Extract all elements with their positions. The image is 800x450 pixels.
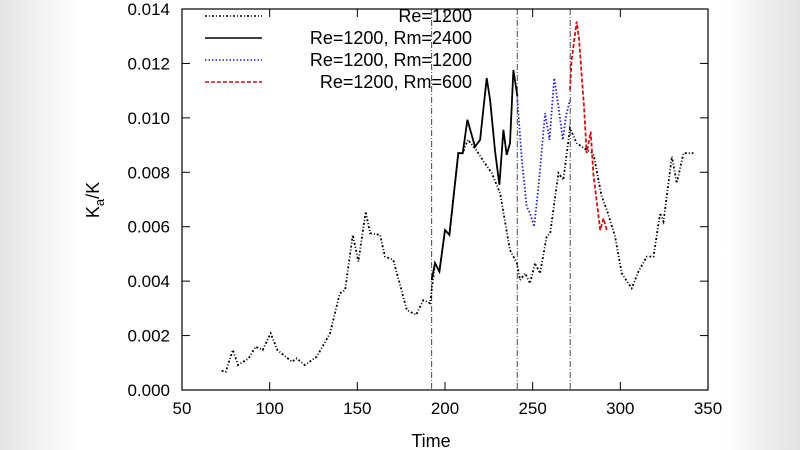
legend-label-0: Re=1200	[398, 6, 472, 26]
y-tick-label: 0.004	[127, 272, 170, 291]
y-tick-label: 0.006	[127, 218, 170, 237]
series-line-2	[516, 77, 571, 227]
series-line-3	[569, 21, 608, 231]
y-tick-label: 0.008	[127, 163, 170, 182]
x-tick-label: 100	[255, 399, 283, 418]
y-tick-label: 0.002	[127, 327, 170, 346]
series-line-0	[221, 124, 694, 373]
legend-label-3: Re=1200, Rm=600	[320, 72, 472, 92]
background-edge-left	[0, 0, 80, 450]
legend-label-2: Re=1200, Rm=1200	[310, 50, 472, 70]
x-tick-label: 50	[173, 399, 192, 418]
x-tick-label: 200	[431, 399, 459, 418]
x-tick-label: 350	[694, 399, 722, 418]
y-tick-label: 0.014	[127, 0, 170, 19]
background-edge-right	[725, 0, 800, 450]
x-tick-label: 300	[606, 399, 634, 418]
legend-label-1: Re=1200, Rm=2400	[310, 28, 472, 48]
series-line-1	[430, 69, 519, 281]
y-tick-label: 0.000	[127, 381, 170, 400]
y-tick-label: 0.012	[127, 54, 170, 73]
y-axis-label: Ka/K	[83, 182, 107, 218]
x-tick-label: 250	[518, 399, 546, 418]
y-tick-label: 0.010	[127, 109, 170, 128]
x-axis-label: Time	[411, 431, 450, 450]
x-tick-label: 150	[343, 399, 371, 418]
plot-frame	[181, 8, 709, 391]
